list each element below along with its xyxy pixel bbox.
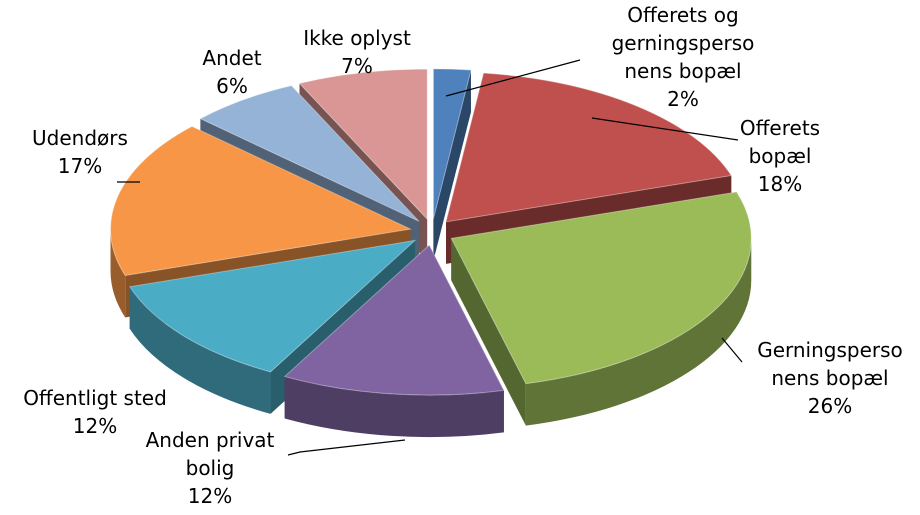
label-line: Anden privat [146,428,275,452]
leader-line [591,117,739,141]
slice-top [128,239,417,373]
slice [432,68,472,261]
slice-label: Offerets bopæl 18% [740,116,820,196]
label-line: Andet [202,46,261,70]
slice-label: Udendørs 17% [32,126,128,178]
leader-lines [117,59,743,456]
labels: Offerets og gerningsperso nens bopæl 2%Offe… [23,3,903,508]
label-value: 18% [758,172,802,196]
label-line: Ikke oplyst [303,26,411,50]
slice-top [432,68,472,219]
label-value: 2% [667,87,699,111]
label-line: bolig [186,456,235,480]
slice-top [445,72,733,223]
slice-wall [110,229,126,318]
label-value: 17% [58,154,102,178]
slice-side [433,70,471,261]
slice [283,244,505,438]
slice-label: Ikke oplyst 7% [303,26,411,78]
slice-top [450,191,752,385]
label-line: Offentligt sted [23,386,167,410]
slice-label: Offentligt sted 12% [23,386,167,438]
slice-top [298,68,428,221]
slice-label: Offerets og gerningsperso nens bopæl 2% [612,3,755,111]
slice-side [451,238,526,426]
slice-label: Anden privat bolig 12% [146,428,275,508]
label-line: gerningsperso [612,31,755,55]
leader-line [445,59,581,97]
slice-label: Andet 6% [202,46,261,98]
label-line: nens bopæl [624,59,741,83]
label-line: bopæl [749,144,812,168]
slice-top [199,85,420,222]
label-line: nens bopæl [771,366,888,390]
slice-top [283,244,505,396]
label-value: 7% [341,54,373,78]
pie [110,68,752,438]
label-line: Udendørs [32,126,128,150]
label-line: Gerningsperso [757,338,903,362]
leader-line [287,439,406,456]
slice-label: Gerningsperso nens bopæl 26% [757,338,903,418]
slice [450,191,752,426]
slice-wall [129,286,271,414]
slice-wall [284,376,504,438]
label-value: 12% [188,484,232,508]
leader-line [721,337,743,363]
slice-wall [525,238,752,426]
label-line: Offerets [740,116,820,140]
label-line: Offerets og [627,3,738,27]
label-value: 26% [808,394,852,418]
slice-top [110,125,413,277]
label-value: 6% [216,74,248,98]
label-value: 12% [73,414,117,438]
